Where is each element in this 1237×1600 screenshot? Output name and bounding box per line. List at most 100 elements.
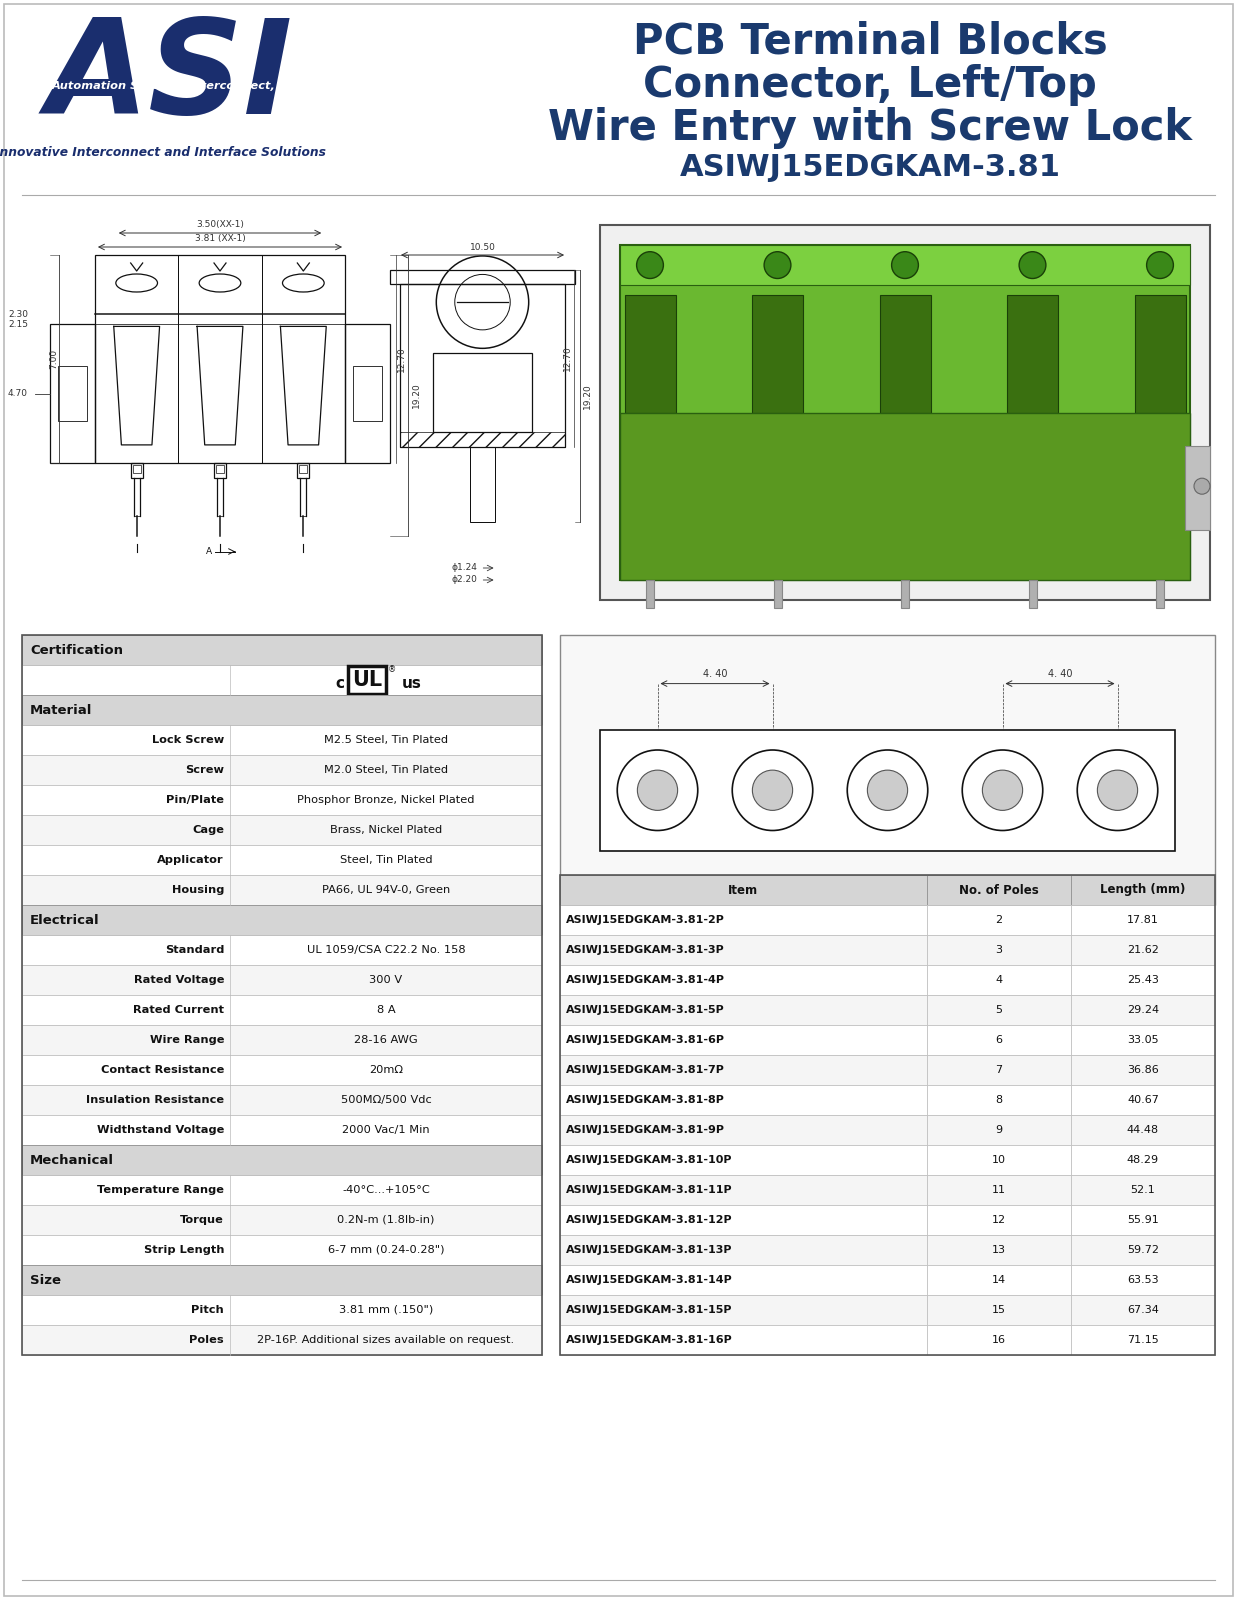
Bar — [22, 965, 542, 995]
Circle shape — [867, 770, 908, 810]
Text: 12.70: 12.70 — [397, 346, 406, 371]
Text: UL 1059/CSA C22.2 No. 158: UL 1059/CSA C22.2 No. 158 — [307, 946, 465, 955]
Bar — [22, 635, 542, 666]
Text: 12.70: 12.70 — [563, 346, 571, 371]
Text: c: c — [335, 675, 344, 691]
Text: 29.24: 29.24 — [1127, 1005, 1159, 1014]
Text: 300 V: 300 V — [370, 974, 402, 986]
Text: 52.1: 52.1 — [1131, 1186, 1155, 1195]
Text: 2.15: 2.15 — [7, 320, 28, 330]
Bar — [22, 1115, 542, 1146]
Circle shape — [1019, 251, 1047, 278]
Bar — [1071, 965, 1215, 995]
Bar — [22, 1325, 542, 1355]
Bar — [927, 1054, 1071, 1085]
Text: Rated Current: Rated Current — [134, 1005, 224, 1014]
Bar — [560, 1085, 927, 1115]
Text: ASI: ASI — [47, 14, 293, 141]
Text: Wire Entry with Screw Lock: Wire Entry with Screw Lock — [548, 107, 1192, 149]
Text: 19.20: 19.20 — [583, 382, 593, 408]
Bar — [95, 254, 345, 462]
Text: UL: UL — [353, 670, 382, 690]
Bar — [927, 1205, 1071, 1235]
Bar — [560, 635, 1215, 906]
Bar — [773, 579, 782, 608]
Text: 20mΩ: 20mΩ — [369, 1066, 403, 1075]
Bar — [1071, 1266, 1215, 1294]
Bar — [400, 432, 565, 446]
Text: M2.0 Steel, Tin Plated: M2.0 Steel, Tin Plated — [324, 765, 448, 774]
Text: ASIWJ15EDGKAM-3.81-4P: ASIWJ15EDGKAM-3.81-4P — [567, 974, 725, 986]
Text: ASIWJ15EDGKAM-3.81-5P: ASIWJ15EDGKAM-3.81-5P — [567, 1005, 725, 1014]
Bar — [345, 325, 390, 462]
Bar — [560, 1205, 927, 1235]
Text: 2: 2 — [996, 915, 1002, 925]
Bar — [348, 666, 386, 694]
Text: 2.30: 2.30 — [7, 310, 28, 318]
Text: 8: 8 — [996, 1094, 1002, 1106]
Text: Rated Voltage: Rated Voltage — [134, 974, 224, 986]
Text: 71.15: 71.15 — [1127, 1334, 1159, 1346]
Text: ϕ2.20: ϕ2.20 — [452, 576, 477, 584]
Text: Automation Systems Interconnect, Inc: Automation Systems Interconnect, Inc — [52, 82, 298, 91]
Text: Housing: Housing — [172, 885, 224, 894]
Bar — [620, 413, 1190, 579]
Text: 7.00: 7.00 — [49, 349, 58, 370]
Text: ASIWJ15EDGKAM-3.81-2P: ASIWJ15EDGKAM-3.81-2P — [567, 915, 725, 925]
Bar — [927, 875, 1071, 906]
Text: 4.70: 4.70 — [7, 389, 28, 398]
Text: 15: 15 — [992, 1306, 1006, 1315]
Bar — [901, 579, 909, 608]
Text: 17.81: 17.81 — [1127, 915, 1159, 925]
Bar — [433, 354, 532, 432]
Bar — [560, 1266, 927, 1294]
Bar — [22, 755, 542, 786]
Bar — [22, 786, 542, 814]
Bar — [880, 296, 930, 413]
Circle shape — [617, 750, 698, 830]
Bar — [22, 1235, 542, 1266]
Text: 4. 40: 4. 40 — [1048, 669, 1072, 678]
Bar — [22, 814, 542, 845]
Bar — [49, 325, 95, 462]
Bar — [560, 1294, 927, 1325]
Text: Innovative Interconnect and Interface Solutions: Innovative Interconnect and Interface So… — [0, 147, 325, 160]
Bar — [1071, 1205, 1215, 1235]
Text: 8 A: 8 A — [377, 1005, 396, 1014]
Bar — [927, 1294, 1071, 1325]
Bar — [620, 245, 1190, 579]
Bar — [1071, 1115, 1215, 1146]
Text: Mechanical: Mechanical — [30, 1154, 114, 1166]
Bar — [1071, 906, 1215, 934]
Text: 21.62: 21.62 — [1127, 946, 1159, 955]
Bar — [22, 1294, 542, 1325]
Text: 7: 7 — [996, 1066, 1002, 1075]
Text: Applicator: Applicator — [157, 854, 224, 866]
Text: 3.50(XX-1): 3.50(XX-1) — [195, 219, 244, 229]
Text: 16: 16 — [992, 1334, 1006, 1346]
Text: 10.50: 10.50 — [470, 243, 496, 251]
Text: Lock Screw: Lock Screw — [152, 734, 224, 746]
Bar — [560, 965, 927, 995]
Text: 55.91: 55.91 — [1127, 1214, 1159, 1226]
Text: ®: ® — [388, 666, 396, 675]
Bar — [22, 1026, 542, 1054]
Bar — [22, 1205, 542, 1235]
Bar — [1028, 579, 1037, 608]
Text: Contact Resistance: Contact Resistance — [100, 1066, 224, 1075]
Bar — [214, 462, 226, 478]
Bar — [560, 1054, 927, 1085]
Text: M2.5 Steel, Tin Plated: M2.5 Steel, Tin Plated — [324, 734, 448, 746]
Bar — [1071, 934, 1215, 965]
Bar — [1071, 1174, 1215, 1205]
Text: Poles: Poles — [189, 1334, 224, 1346]
Circle shape — [1077, 750, 1158, 830]
Circle shape — [752, 770, 793, 810]
Text: Strip Length: Strip Length — [143, 1245, 224, 1254]
Text: ASIWJ15EDGKAM-3.81-7P: ASIWJ15EDGKAM-3.81-7P — [567, 1066, 725, 1075]
Bar — [353, 366, 382, 421]
Bar — [1071, 1294, 1215, 1325]
Text: ASIWJ15EDGKAM-3.81-13P: ASIWJ15EDGKAM-3.81-13P — [567, 1245, 732, 1254]
Bar — [927, 965, 1071, 995]
Bar — [58, 366, 87, 421]
